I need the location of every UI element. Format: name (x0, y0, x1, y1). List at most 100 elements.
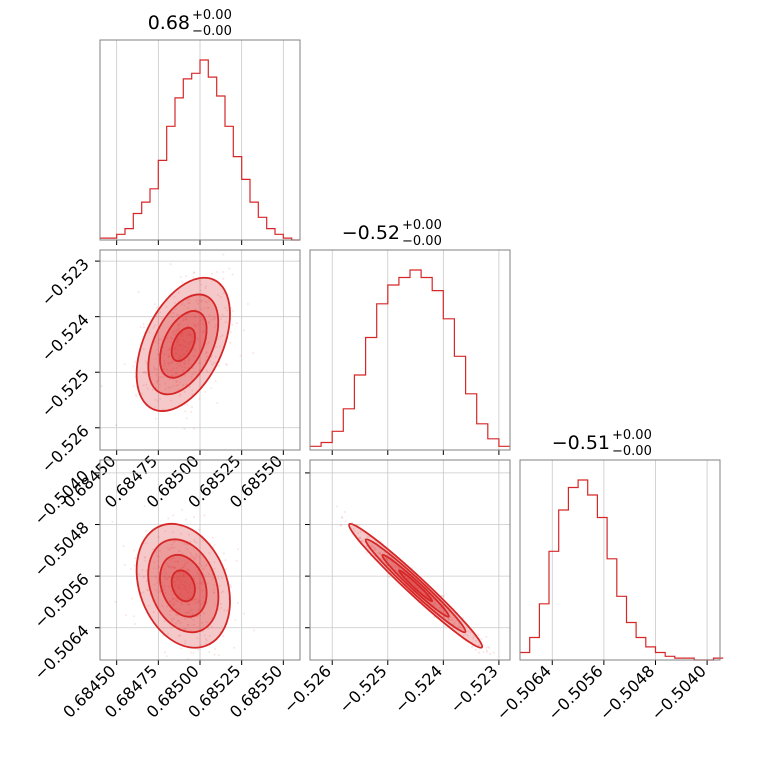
sample-point (145, 529, 148, 532)
sample-point (449, 615, 452, 618)
sample-point (393, 565, 396, 568)
sample-point (433, 602, 436, 604)
sample-point (157, 536, 160, 538)
sample-point (177, 579, 180, 582)
sample-point (187, 568, 190, 571)
sample-point (213, 653, 216, 656)
sample-point (195, 553, 198, 556)
sample-point (176, 600, 179, 603)
sample-point (167, 566, 170, 568)
sample-point (164, 592, 167, 594)
sample-point (163, 408, 166, 411)
sample-point (157, 353, 159, 356)
sample-point (226, 609, 229, 612)
sample-point (166, 546, 169, 549)
sample-point (178, 587, 181, 590)
sample-point (163, 575, 166, 578)
sample-point (202, 601, 205, 603)
sample-point (485, 636, 488, 638)
sample-point (144, 360, 147, 363)
sample-point (171, 331, 174, 334)
sample-point (220, 602, 222, 605)
sample-point (177, 324, 179, 327)
sample-point (172, 576, 175, 579)
sample-point (167, 632, 169, 635)
sample-point (181, 332, 184, 335)
sample-point (181, 348, 184, 351)
sample-point (185, 298, 188, 301)
sample-point (174, 622, 177, 625)
sample-point (205, 285, 208, 288)
sample-point (176, 349, 179, 351)
sample-point (202, 595, 205, 598)
sample-point (190, 608, 193, 611)
sample-point (183, 542, 186, 545)
sample-point (206, 306, 209, 309)
sample-point (158, 555, 161, 558)
sample-point (176, 341, 179, 344)
sample-point (450, 619, 453, 621)
sample-point (152, 326, 155, 329)
x-tick-label: −0.5056 (544, 661, 607, 724)
sample-point (224, 321, 227, 324)
sample-point (168, 378, 171, 381)
sample-point (178, 328, 180, 331)
sample-point (180, 343, 182, 346)
sample-point (191, 406, 193, 409)
sample-point (161, 408, 164, 411)
sample-point (144, 370, 147, 373)
sample-point (199, 319, 201, 322)
sample-point (169, 614, 172, 617)
sample-point (186, 561, 189, 564)
sample-point (189, 552, 192, 554)
sample-point (173, 539, 176, 542)
sample-point (176, 341, 179, 343)
sample-point (202, 539, 205, 542)
sample-point (343, 511, 346, 513)
sample-point (180, 601, 183, 604)
sample-point (114, 600, 117, 603)
sample-point (205, 642, 208, 645)
sample-point (246, 303, 249, 305)
sample-point (145, 580, 148, 582)
sample-point (211, 577, 214, 580)
sample-point (167, 386, 170, 389)
sample-point (210, 387, 213, 390)
sample-point (362, 538, 365, 541)
sample-point (189, 540, 192, 543)
sample-point (168, 354, 171, 357)
sample-point (488, 646, 491, 649)
marginal-3-frame (519, 459, 721, 661)
histogram-line (100, 59, 300, 241)
sample-point (358, 524, 361, 527)
contour-level-4 (170, 569, 196, 603)
sample-point (170, 361, 173, 363)
sample-point (188, 298, 191, 301)
sample-point (217, 654, 220, 657)
sample-point (234, 619, 237, 621)
sample-point (199, 362, 202, 365)
sample-point (183, 427, 186, 430)
sample-point (133, 564, 136, 567)
sample-point (335, 505, 338, 508)
sample-point (186, 548, 189, 551)
sample-point (167, 348, 170, 351)
sample-point (365, 552, 368, 555)
sample-point (201, 622, 204, 624)
y-tick-label: −0.5056 (30, 570, 93, 633)
sample-point (193, 557, 195, 560)
sample-point (142, 348, 145, 351)
sample-point (478, 651, 480, 654)
sample-point (162, 588, 165, 591)
sample-point (171, 593, 174, 596)
sample-point (167, 576, 170, 578)
sample-point (359, 536, 362, 539)
panel-title-upper: +0.00 (402, 218, 442, 233)
sample-point (407, 578, 410, 581)
sample-point (157, 379, 160, 382)
sample-point (196, 302, 199, 305)
sample-point (204, 391, 207, 393)
sample-point (178, 634, 181, 637)
sample-point (188, 302, 191, 304)
sample-point (217, 337, 220, 340)
